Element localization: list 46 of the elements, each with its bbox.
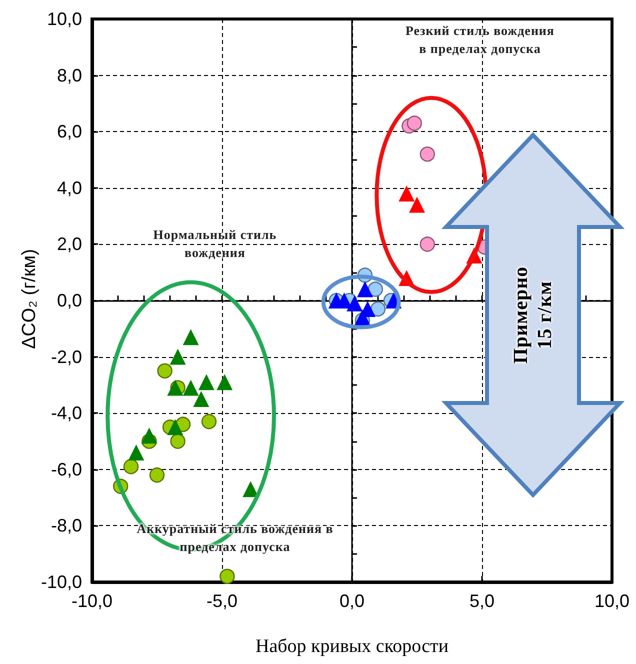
point (346, 295, 363, 312)
point (201, 414, 217, 430)
y-tick-label: 0,0 (56, 290, 82, 310)
y-tick-label: 10,0 (46, 9, 82, 29)
point (357, 281, 373, 298)
point (170, 434, 186, 449)
x-tick-label: -10,0 (71, 591, 113, 611)
y-tick-label: -10,0 (40, 572, 82, 592)
point (406, 116, 422, 131)
point (149, 467, 165, 483)
point (398, 186, 415, 202)
y-tick-label: -8,0 (50, 516, 82, 536)
annotation: Резкий стиль вождения в пределах допуска (404, 22, 556, 58)
x-tick-label: 0,0 (339, 591, 365, 611)
x-tick-label: 5,0 (469, 591, 495, 611)
x-tick-label: -5,0 (206, 591, 238, 611)
point (193, 391, 210, 408)
point (198, 374, 214, 390)
point (157, 363, 172, 378)
point (128, 444, 144, 461)
point (167, 380, 184, 396)
point (420, 146, 435, 162)
annotation: Нормальный стиль вождения (152, 226, 278, 262)
point (182, 380, 199, 396)
x-axis-title: Набор кривых скорости (254, 636, 450, 658)
point (420, 236, 435, 252)
y-tick-label: 2,0 (56, 234, 82, 254)
point (216, 374, 233, 390)
point (368, 282, 383, 297)
point (220, 568, 235, 584)
point (409, 196, 425, 213)
point (123, 458, 139, 474)
y-tick-label: -6,0 (50, 459, 82, 480)
y-tick-label: 6,0 (56, 122, 82, 142)
point (141, 428, 158, 444)
y-tick-label: -2,0 (50, 346, 82, 367)
point (170, 348, 186, 365)
annotation: Примерно 15 г/км (509, 265, 557, 366)
y-axis-title: ΔCO₂ (г/км) (19, 248, 41, 352)
y-tick-label: 4,0 (56, 178, 82, 198)
y-tick-label: 8,0 (56, 65, 82, 86)
point (182, 329, 199, 346)
point (167, 419, 184, 436)
y-tick-label: -4,0 (50, 403, 82, 424)
x-tick-label: 10,0 (594, 591, 630, 611)
point (370, 301, 386, 317)
